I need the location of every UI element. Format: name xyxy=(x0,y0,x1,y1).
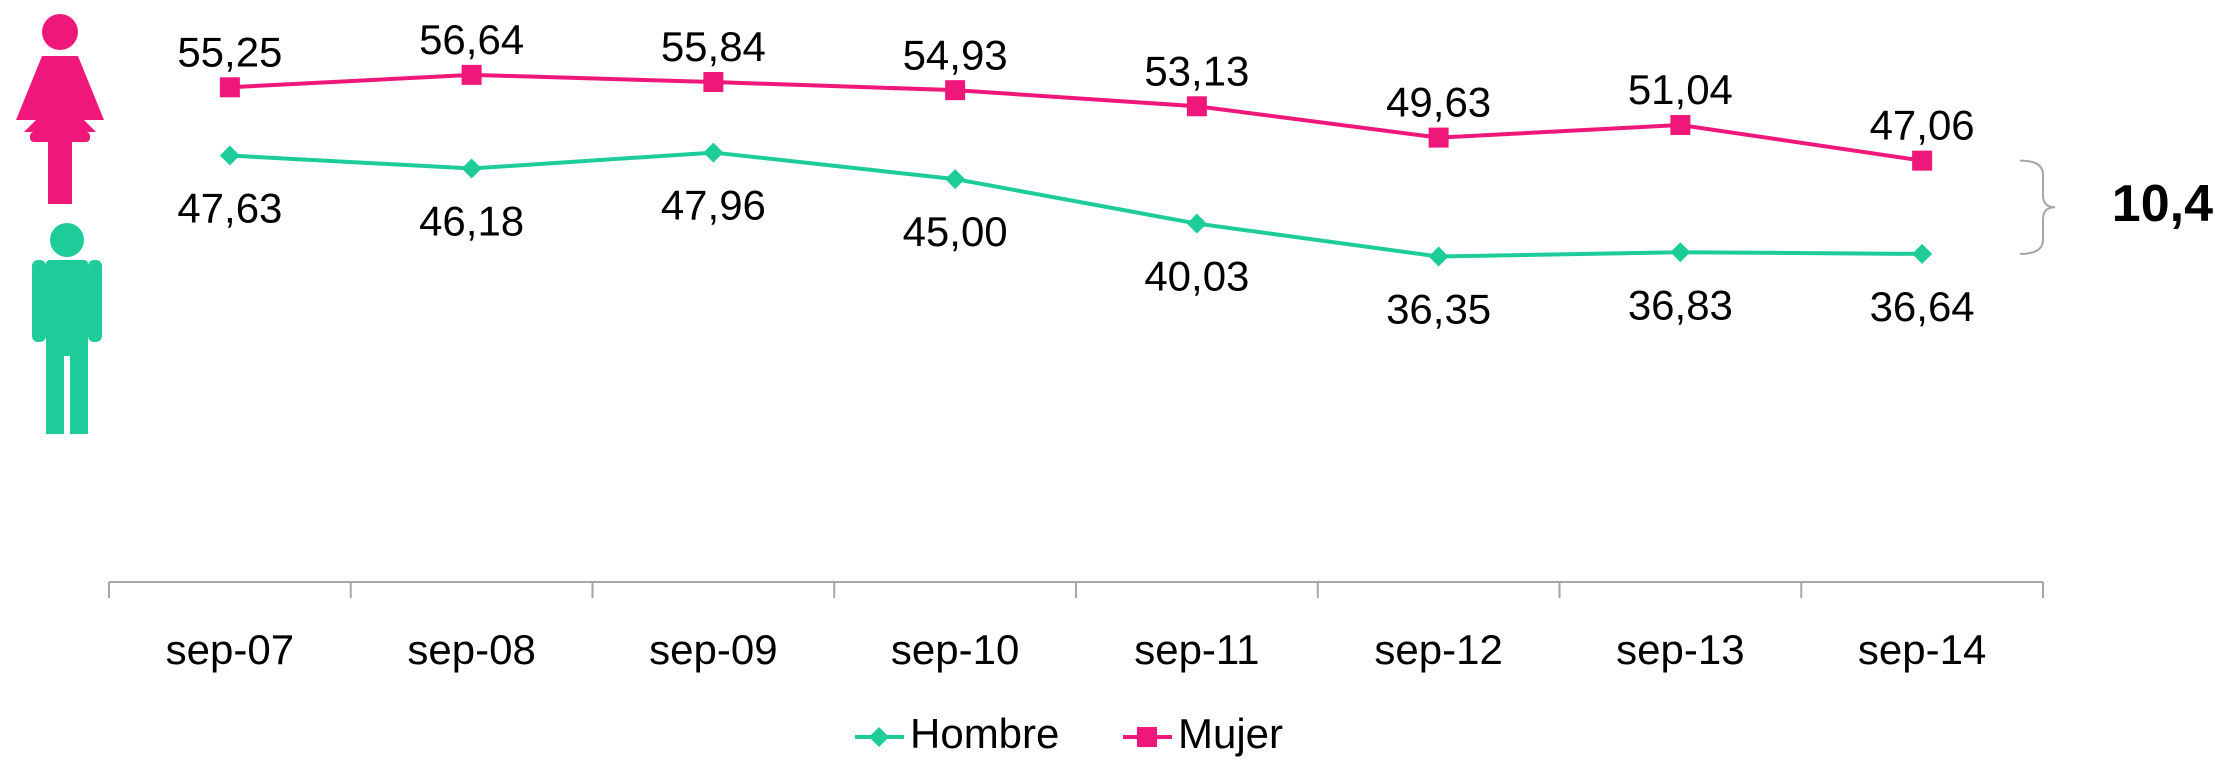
data-label: 47,06 xyxy=(1870,102,1975,149)
x-tick-label: sep-09 xyxy=(649,626,777,673)
data-label: 36,64 xyxy=(1870,283,1975,330)
brace xyxy=(2019,159,2056,255)
data-label: 53,13 xyxy=(1144,47,1249,94)
x-tick-label: sep-07 xyxy=(166,626,294,673)
data-label: 46,18 xyxy=(419,198,524,245)
woman-icon xyxy=(16,14,104,204)
data-label: 55,25 xyxy=(177,28,282,75)
legend-marker xyxy=(1137,727,1157,747)
legend-label: Mujer xyxy=(1178,710,1283,757)
data-label: 45,00 xyxy=(903,208,1008,255)
data-point xyxy=(219,145,240,166)
data-point xyxy=(1186,213,1207,234)
data-point xyxy=(461,64,482,85)
annotation: 10,4 xyxy=(2112,175,2213,233)
x-tick-label: sep-11 xyxy=(1134,626,1259,673)
x-tick-label: sep-13 xyxy=(1616,626,1744,673)
data-point xyxy=(219,77,240,98)
data-point xyxy=(1912,150,1933,171)
data-point xyxy=(1912,243,1933,264)
legend-label: Hombre xyxy=(910,710,1059,757)
data-point xyxy=(461,158,482,179)
data-point xyxy=(703,72,724,93)
data-label: 51,04 xyxy=(1628,66,1733,113)
data-label: 36,83 xyxy=(1628,281,1733,328)
data-label: 47,63 xyxy=(177,185,282,232)
data-point xyxy=(1186,96,1207,117)
data-point xyxy=(1428,246,1449,267)
series-line xyxy=(229,72,1923,163)
data-point xyxy=(945,169,966,190)
legend-marker xyxy=(869,727,889,747)
data-point xyxy=(1670,242,1691,263)
x-tick-label: sep-10 xyxy=(891,626,1019,673)
x-tick-label: sep-14 xyxy=(1858,626,1986,673)
data-point xyxy=(703,142,724,163)
data-label: 47,96 xyxy=(661,182,766,229)
data-label: 54,93 xyxy=(903,31,1008,78)
data-point xyxy=(945,80,966,101)
man-icon xyxy=(32,223,102,434)
data-label: 36,35 xyxy=(1386,286,1491,333)
data-label: 40,03 xyxy=(1144,253,1249,300)
data-label: 55,84 xyxy=(661,23,766,70)
data-label: 49,63 xyxy=(1386,79,1491,126)
data-point xyxy=(1428,127,1449,148)
data-label: 56,64 xyxy=(419,16,524,63)
data-point xyxy=(1670,114,1691,135)
x-tick-label: sep-12 xyxy=(1374,626,1502,673)
series-line xyxy=(229,150,1923,259)
x-tick-label: sep-08 xyxy=(407,626,535,673)
